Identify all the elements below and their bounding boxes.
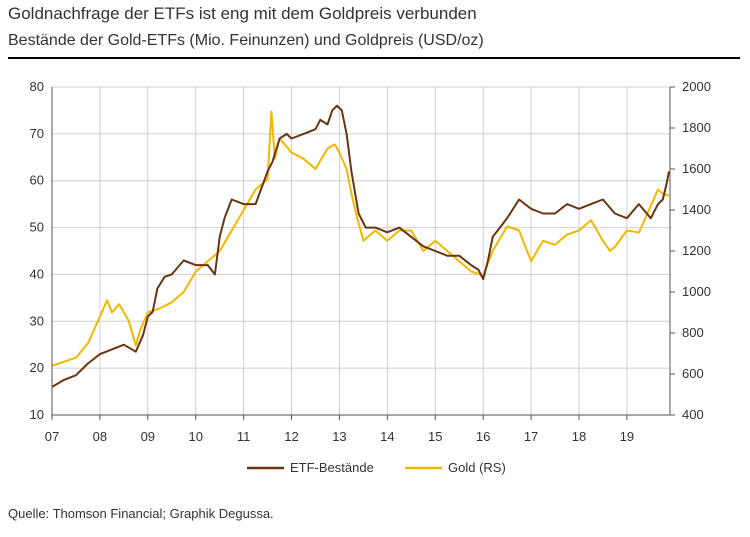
right-tick-label: 600	[682, 366, 704, 381]
right-tick-label: 400	[682, 407, 704, 422]
right-tick-label: 1400	[682, 202, 711, 217]
right-tick-label: 1200	[682, 243, 711, 258]
right-tick-label: 1600	[682, 161, 711, 176]
right-tick-label: 1000	[682, 284, 711, 299]
x-tick-label: 09	[141, 429, 155, 444]
x-tick-label: 08	[93, 429, 107, 444]
right-tick-label: 2000	[682, 79, 711, 94]
series-line-gold	[51, 110, 670, 367]
x-tick-label: 14	[380, 429, 394, 444]
x-tick-label: 19	[620, 429, 634, 444]
legend-label-gold: Gold (RS)	[448, 460, 506, 475]
x-tick-label: 18	[572, 429, 586, 444]
legend-label-etf: ETF-Bestände	[290, 460, 374, 475]
left-tick-label: 10	[30, 407, 44, 422]
x-tick-label: 11	[237, 429, 251, 444]
left-tick-label: 80	[30, 79, 44, 94]
series-line-etf	[51, 104, 670, 388]
source-note: Quelle: Thomson Financial; Graphik Degus…	[8, 506, 274, 521]
x-tick-label: 16	[476, 429, 490, 444]
left-tick-label: 70	[30, 126, 44, 141]
legend: ETF-Bestände Gold (RS)	[247, 460, 506, 475]
chart-subtitle: Bestände der Gold-ETFs (Mio. Feinunzen) …	[8, 32, 484, 49]
right-tick-label: 800	[682, 325, 704, 340]
left-tick-label: 60	[30, 173, 44, 188]
right-tick-label: 1800	[682, 120, 711, 135]
left-tick-label: 50	[30, 220, 44, 235]
left-tick-label: 40	[30, 266, 44, 281]
left-tick-label: 20	[30, 360, 44, 375]
x-tick-label: 07	[45, 429, 59, 444]
series-lines	[51, 104, 670, 388]
axes: 10 20 30 40 50 60 70 80 07 08 09 10 11 12 13 14 15 16 17 18…	[30, 79, 711, 444]
x-tick-label: 15	[428, 429, 442, 444]
chart-title: Goldnachfrage der ETFs ist eng mit dem G…	[8, 4, 477, 23]
x-tick-label: 17	[524, 429, 538, 444]
gridlines	[51, 86, 670, 416]
x-tick-label: 13	[332, 429, 346, 444]
x-tick-label: 12	[284, 429, 298, 444]
left-tick-label: 30	[30, 313, 44, 328]
title-rule	[8, 57, 740, 59]
x-tick-label: 10	[188, 429, 202, 444]
